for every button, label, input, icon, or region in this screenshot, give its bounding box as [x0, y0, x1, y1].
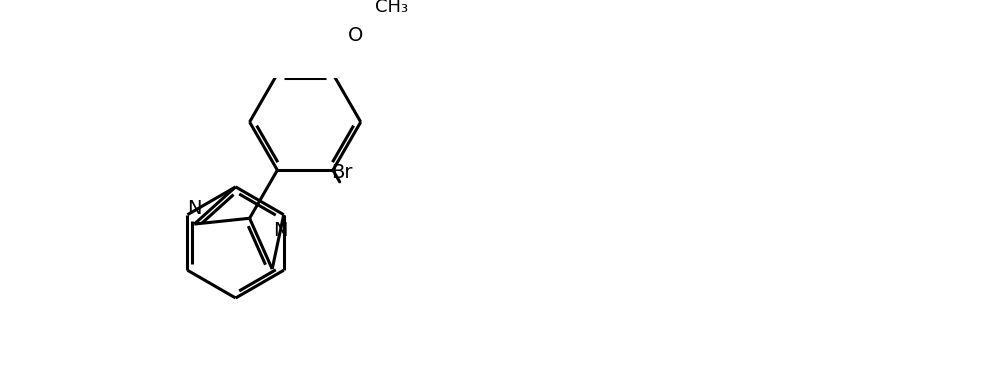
Text: Br: Br: [331, 163, 352, 182]
Text: N: N: [187, 199, 201, 218]
Text: CH₃: CH₃: [375, 0, 408, 16]
Text: O: O: [347, 26, 363, 45]
Text: N: N: [274, 221, 288, 240]
